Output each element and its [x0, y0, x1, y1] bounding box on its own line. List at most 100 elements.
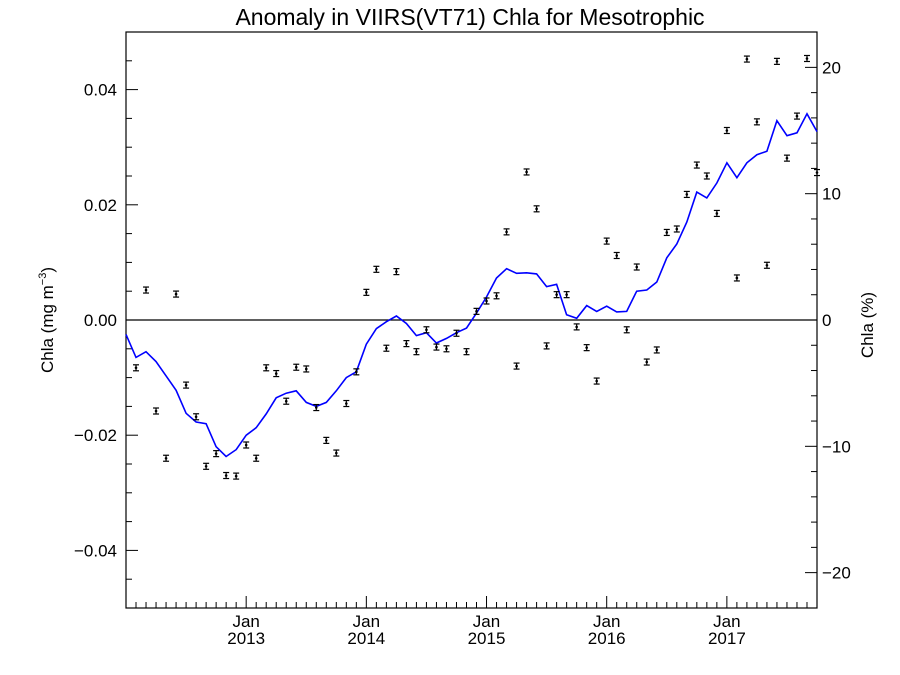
anomaly-point: [333, 449, 340, 457]
anomaly-point: [773, 57, 780, 65]
anomaly-point: [613, 251, 620, 260]
anomaly-point: [533, 205, 540, 213]
anomaly-point: [743, 55, 750, 63]
anomaly-point: [603, 237, 610, 245]
x-tick-label-year: 2015: [468, 629, 506, 648]
anomaly-point: [243, 441, 250, 449]
left-y-axis: 0.04 0.02 0.00 −0.02 −0.04: [74, 60, 138, 580]
anomaly-point: [523, 168, 530, 176]
anomaly-point: [633, 263, 640, 271]
anomaly-point: [183, 381, 190, 389]
anomaly-point: [593, 377, 600, 385]
anomaly-point: [143, 286, 150, 294]
anomaly-point: [463, 348, 470, 356]
anomaly-point: [343, 399, 350, 408]
y-tick-label-right: 10: [822, 185, 841, 204]
anomaly-point: [293, 363, 300, 371]
anomaly-point: [233, 472, 240, 480]
x-tick-label-year: 2013: [227, 629, 265, 648]
anomaly-point: [273, 369, 280, 378]
anomaly-point: [193, 413, 200, 421]
anomaly-point: [753, 118, 760, 126]
y-tick-label-right: −10: [822, 437, 851, 456]
y-tick-label-left: 0.00: [84, 311, 117, 330]
anomaly-point: [814, 168, 820, 177]
anomaly-point: [663, 228, 670, 237]
x-tick-label-month: Jan: [353, 612, 380, 631]
y-axis-label-left-main: Chla (mg m: [38, 285, 57, 373]
anomaly-point: [413, 348, 420, 356]
anomaly-point: [683, 190, 690, 199]
anomaly-point: [443, 345, 450, 353]
anomaly-point: [573, 323, 580, 331]
anomaly-point: [493, 292, 500, 300]
y-axis-label-right: Chla (%): [858, 292, 877, 358]
anomaly-point: [763, 261, 770, 269]
anomaly-point: [553, 291, 560, 299]
anomaly-point: [483, 297, 490, 305]
anomaly-point: [263, 364, 270, 372]
anomaly-point: [373, 265, 380, 273]
x-tick-label-month: Jan: [713, 612, 740, 631]
anomaly-point: [363, 288, 370, 296]
anomaly-point: [323, 436, 330, 444]
chart-title: Anomaly in VIIRS(VT71) Chla for Mesotrop…: [235, 4, 704, 30]
anomaly-point: [793, 112, 800, 120]
anomaly-point: [803, 54, 810, 63]
anomaly-points-layer: [133, 54, 820, 480]
anomaly-point: [713, 209, 720, 218]
anomaly-point: [283, 397, 290, 405]
y-tick-label-left: −0.04: [74, 541, 117, 560]
anomaly-point: [473, 307, 480, 315]
right-y-axis: 20 10 0 −10 −20: [805, 58, 851, 583]
y-tick-label-right: 20: [822, 58, 841, 77]
anomaly-point: [353, 368, 360, 376]
anomaly-point: [383, 344, 390, 352]
x-tick-label-year: 2016: [588, 629, 626, 648]
anomaly-point: [133, 364, 140, 372]
anomaly-point: [733, 274, 740, 282]
anomaly-point: [173, 290, 180, 298]
anomaly-point: [453, 329, 460, 337]
anomaly-point: [223, 471, 230, 480]
anomaly-point: [213, 450, 220, 458]
anomaly-point: [433, 343, 440, 351]
anomaly-point: [623, 326, 630, 334]
y-tick-label-left: −0.02: [74, 426, 117, 445]
anomaly-point: [673, 225, 680, 233]
anomaly-point: [253, 454, 260, 462]
running-mean-line-layer: [125, 112, 818, 458]
anomaly-point: [203, 462, 210, 470]
anomaly-point: [643, 358, 650, 366]
x-tick-label-year: 2014: [347, 629, 385, 648]
anomaly-point: [693, 161, 700, 169]
x-tick-label-month: Jan: [593, 612, 620, 631]
anomaly-point: [153, 407, 160, 415]
x-tick-label-month: Jan: [473, 612, 500, 631]
running-mean-line: [125, 112, 818, 458]
anomaly-point: [563, 291, 570, 299]
y-tick-label-left: 0.02: [84, 196, 117, 215]
y-axis-label-left: Chla (mg m−3): [37, 267, 57, 373]
anomaly-point: [313, 403, 320, 412]
anomaly-point: [583, 344, 590, 352]
anomaly-point: [163, 454, 170, 462]
anomaly-point: [653, 346, 660, 354]
anomaly-point: [393, 268, 400, 276]
anomaly-point: [403, 340, 410, 348]
anomaly-point: [723, 126, 730, 135]
y-tick-label-right: 0: [822, 311, 831, 330]
y-tick-label-left: 0.04: [84, 81, 117, 100]
y-tick-label-right: −20: [822, 564, 851, 583]
anomaly-point: [543, 342, 550, 350]
anomaly-point: [703, 172, 710, 180]
anomaly-point: [783, 154, 790, 162]
anomaly-point: [423, 326, 430, 334]
y-axis-label-left-tail: ): [38, 267, 57, 273]
y-axis-label-left-superscript: −3: [37, 273, 49, 286]
anomaly-point: [303, 365, 310, 373]
anomaly-point: [503, 228, 510, 236]
x-tick-label-year: 2017: [708, 629, 746, 648]
